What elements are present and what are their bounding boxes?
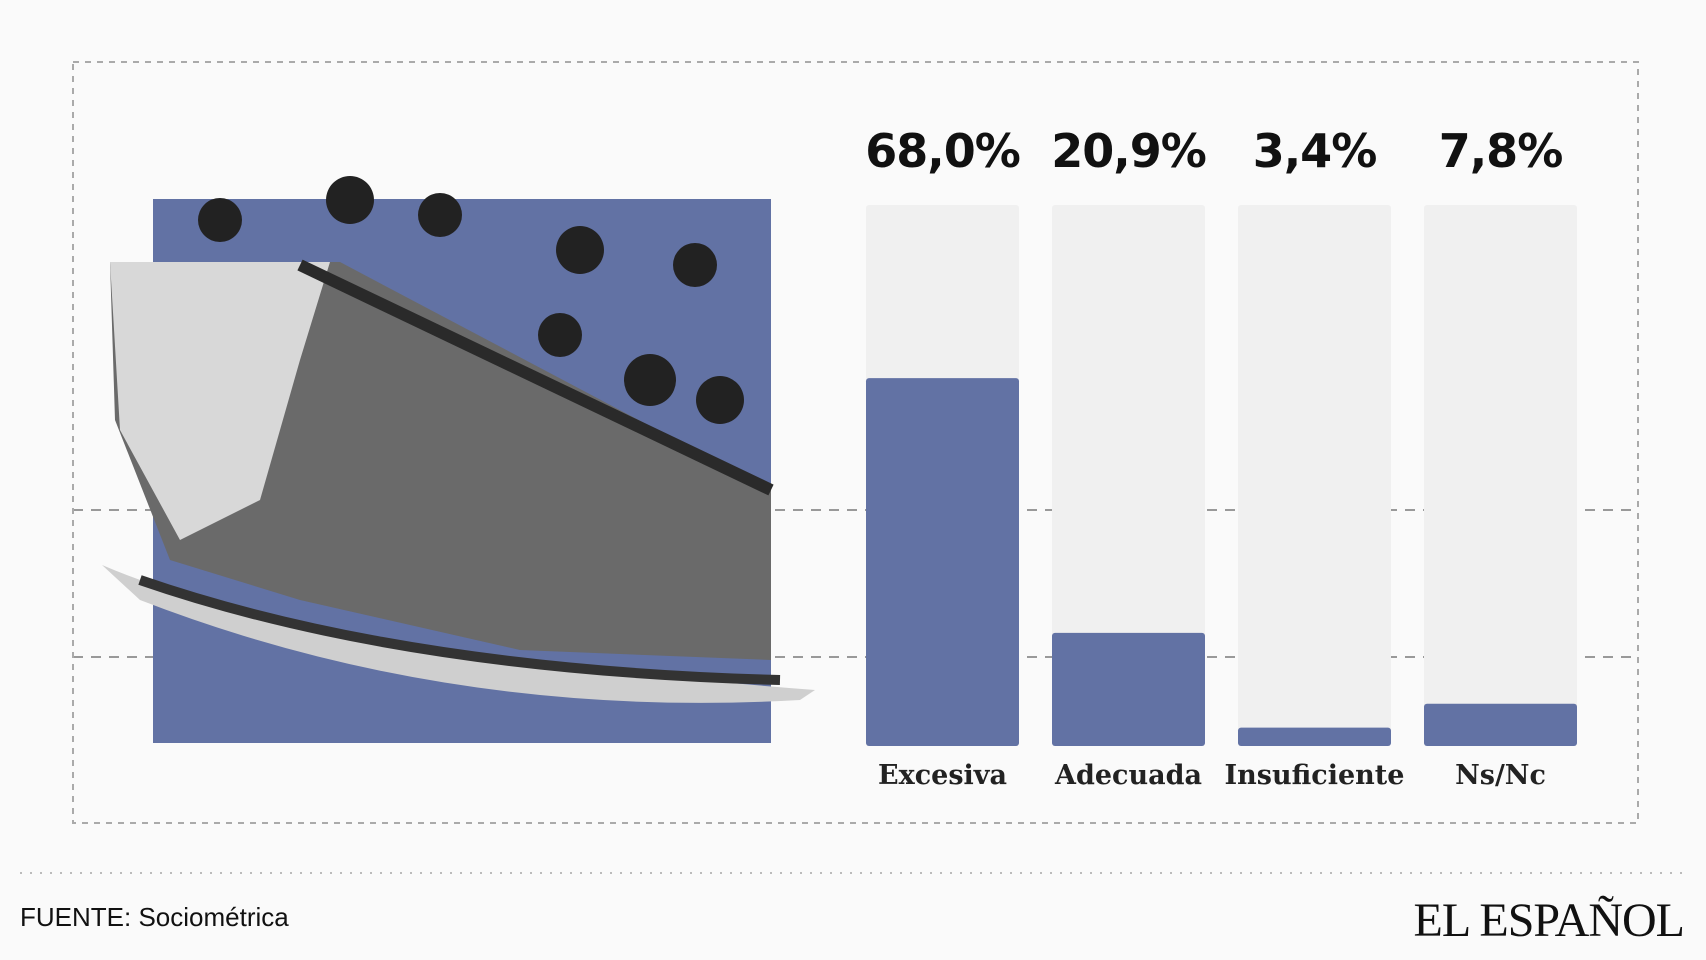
- bar-track: [1424, 205, 1577, 746]
- source: FUENTE: Sociométrica: [20, 902, 289, 932]
- category-label: Adecuada: [1054, 760, 1202, 791]
- category-label: Excesiva: [878, 760, 1007, 791]
- photo: [102, 176, 815, 743]
- frame: [72, 61, 1639, 824]
- bar: [1424, 703, 1577, 746]
- value-label: 20,9%: [1051, 124, 1206, 178]
- bar-track: [1052, 205, 1205, 746]
- bar-track: [1238, 205, 1391, 746]
- bar: [866, 378, 1019, 746]
- bar: [1238, 727, 1391, 746]
- value-label: 68,0%: [865, 124, 1020, 178]
- value-label: 7,8%: [1439, 124, 1563, 178]
- category-label: Insuficiente: [1225, 760, 1405, 791]
- logo: EL ESPAÑOL: [1414, 894, 1684, 947]
- bar: [1052, 632, 1205, 746]
- value-label: 3,4%: [1253, 124, 1377, 178]
- category-label: Ns/Nc: [1455, 760, 1546, 791]
